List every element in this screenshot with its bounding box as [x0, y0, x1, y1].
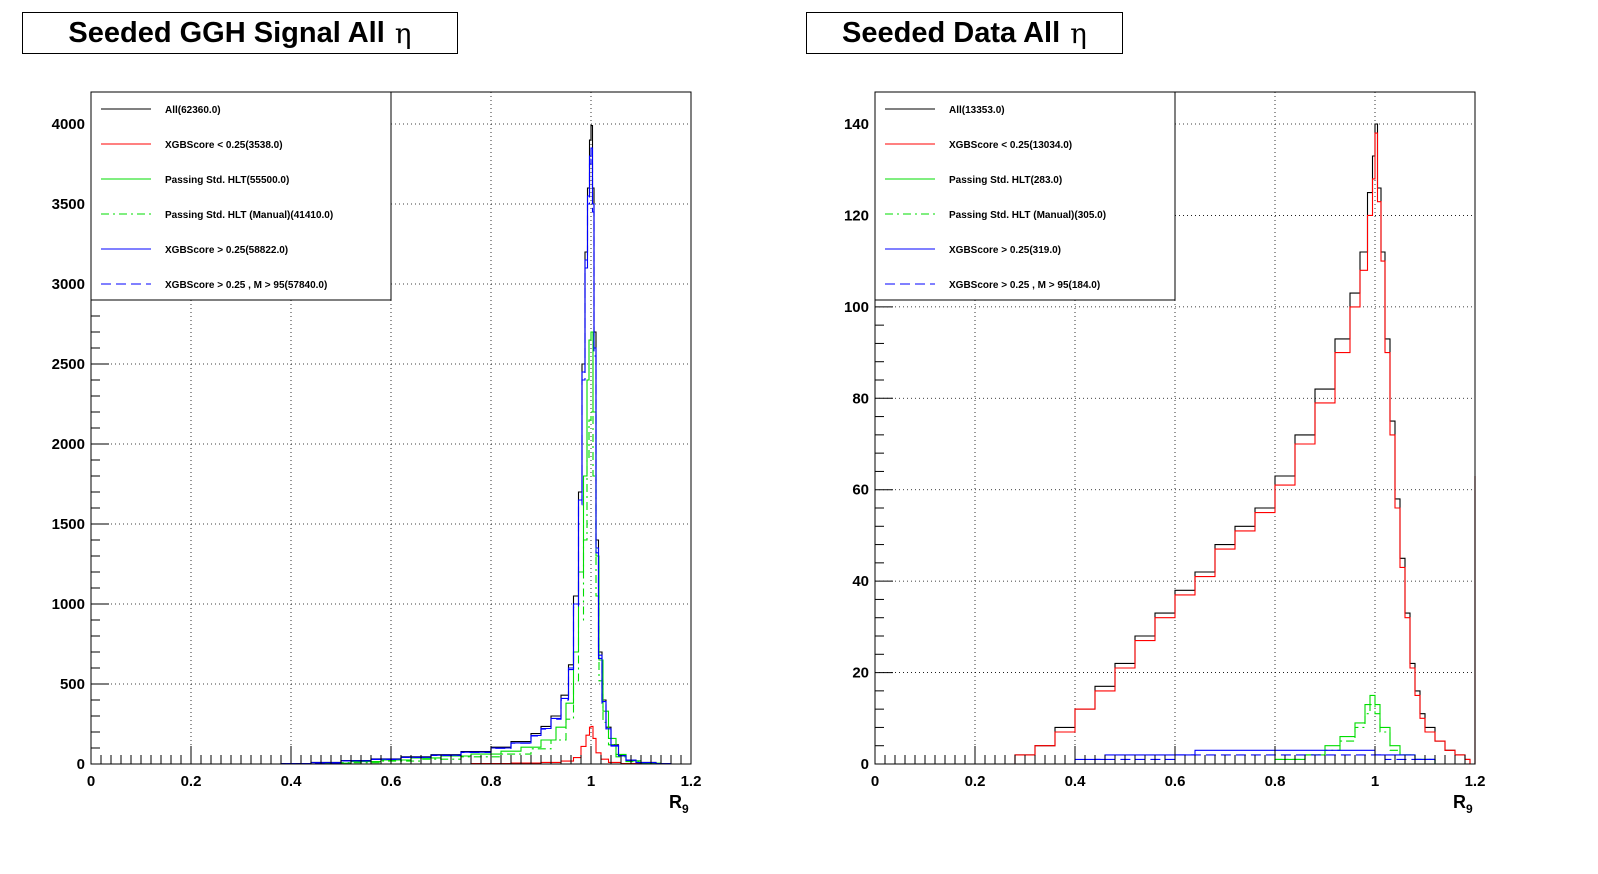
right-x-tick-label-0: 0	[871, 773, 879, 790]
left-x-tick-label-6: 1.2	[681, 773, 702, 790]
left-x-tick-label-1: 0.2	[181, 773, 202, 790]
left-chart-title-text: Seeded GGH Signal All	[68, 16, 385, 49]
left-legend-label-0: All(62360.0)	[165, 105, 221, 116]
right-legend-box	[874, 91, 1176, 301]
right-histogram-chart: 0 0.2 0.4 0.6 0.8 1 1.2 0 20 40 60 80 100 120 140 R9 All…	[844, 91, 1486, 816]
left-legend-label-5: XGBScore > 0.25 , M > 95(57840.0)	[165, 280, 327, 291]
right-x-tick-label-3: 0.6	[1165, 773, 1186, 790]
right-legend-label-5: XGBScore > 0.25 , M > 95(184.0)	[949, 280, 1100, 291]
left-chart-title: Seeded GGH Signal All η	[22, 12, 458, 54]
left-y-tick-label-2: 1000	[52, 596, 85, 613]
right-legend: All(13353.0) XGBScore < 0.25(13034.0) Pass…	[874, 91, 1176, 301]
left-legend-box	[90, 91, 392, 301]
right-y-tick-label-3: 60	[852, 482, 869, 499]
right-y-tick-label-6: 120	[844, 207, 869, 224]
right-y-tick-label-4: 80	[852, 390, 869, 407]
right-legend-label-0: All(13353.0)	[949, 105, 1005, 116]
right-series-group	[995, 123, 1476, 765]
right-y-tick-label-7: 140	[844, 116, 869, 133]
left-legend-label-1: XGBScore < 0.25(3538.0)	[165, 140, 283, 151]
right-y-axis: 0 20 40 60 80 100 120 140	[844, 105, 893, 773]
right-y-tick-label-5: 100	[844, 299, 869, 316]
right-series-1	[995, 132, 1476, 765]
right-x-axis-title: R9	[1453, 792, 1473, 816]
left-y-tick-label-8: 4000	[52, 116, 85, 133]
right-legend-label-4: XGBScore > 0.25(319.0)	[949, 245, 1061, 256]
left-x-axis-title: R9	[669, 792, 689, 816]
left-legend-label-3: Passing Std. HLT (Manual)(41410.0)	[165, 210, 333, 221]
right-y-tick-label-0: 0	[861, 756, 869, 773]
right-chart-title-eta: η	[1070, 16, 1087, 50]
left-x-tick-label-5: 1	[587, 773, 595, 790]
right-x-tick-label-6: 1.2	[1465, 773, 1486, 790]
left-y-tick-label-6: 3000	[52, 276, 85, 293]
left-y-tick-label-1: 500	[60, 676, 85, 693]
right-y-tick-label-2: 40	[852, 573, 869, 590]
left-y-tick-label-7: 3500	[52, 196, 85, 213]
left-x-tick-label-3: 0.6	[381, 773, 402, 790]
left-y-tick-label-5: 2500	[52, 356, 85, 373]
left-x-axis-title-subscript: 9	[682, 802, 689, 816]
left-x-tick-label-4: 0.8	[481, 773, 502, 790]
left-y-tick-label-0: 0	[77, 756, 85, 773]
left-series-2	[291, 331, 662, 765]
right-x-tick-label-1: 0.2	[965, 773, 986, 790]
left-x-tick-label-0: 0	[87, 773, 95, 790]
right-x-axis-title-subscript: 9	[1466, 802, 1473, 816]
left-legend: All(62360.0) XGBScore < 0.25(3538.0) Passi…	[90, 91, 392, 301]
right-x-tick-label-2: 0.4	[1065, 773, 1087, 790]
left-x-tick-label-2: 0.4	[281, 773, 303, 790]
left-legend-label-2: Passing Std. HLT(55500.0)	[165, 175, 289, 186]
right-chart-title: Seeded Data All η	[806, 12, 1123, 54]
right-legend-label-2: Passing Std. HLT(283.0)	[949, 175, 1062, 186]
right-series-5	[1065, 754, 1436, 765]
right-y-tick-label-1: 20	[852, 665, 869, 682]
right-x-tick-label-4: 0.8	[1265, 773, 1286, 790]
right-legend-label-3: Passing Std. HLT (Manual)(305.0)	[949, 210, 1106, 221]
right-series-2	[1225, 694, 1436, 765]
right-x-tick-label-5: 1	[1371, 773, 1379, 790]
right-chart-title-text: Seeded Data All	[842, 16, 1061, 49]
left-y-tick-label-3: 1500	[52, 516, 85, 533]
left-legend-label-4: XGBScore > 0.25(58822.0)	[165, 245, 288, 256]
left-x-axis: 0 0.2 0.4 0.6 0.8 1 1.2	[87, 746, 702, 790]
left-chart-title-eta: η	[394, 16, 412, 50]
left-y-tick-label-4: 2000	[52, 436, 85, 453]
right-legend-label-1: XGBScore < 0.25(13034.0)	[949, 140, 1072, 151]
left-histogram-chart: 0 0.2 0.4 0.6 0.8 1 1.2 0 500 1000 1500 2000 2500 300…	[52, 91, 702, 816]
right-x-axis: 0 0.2 0.4 0.6 0.8 1 1.2	[871, 746, 1486, 790]
